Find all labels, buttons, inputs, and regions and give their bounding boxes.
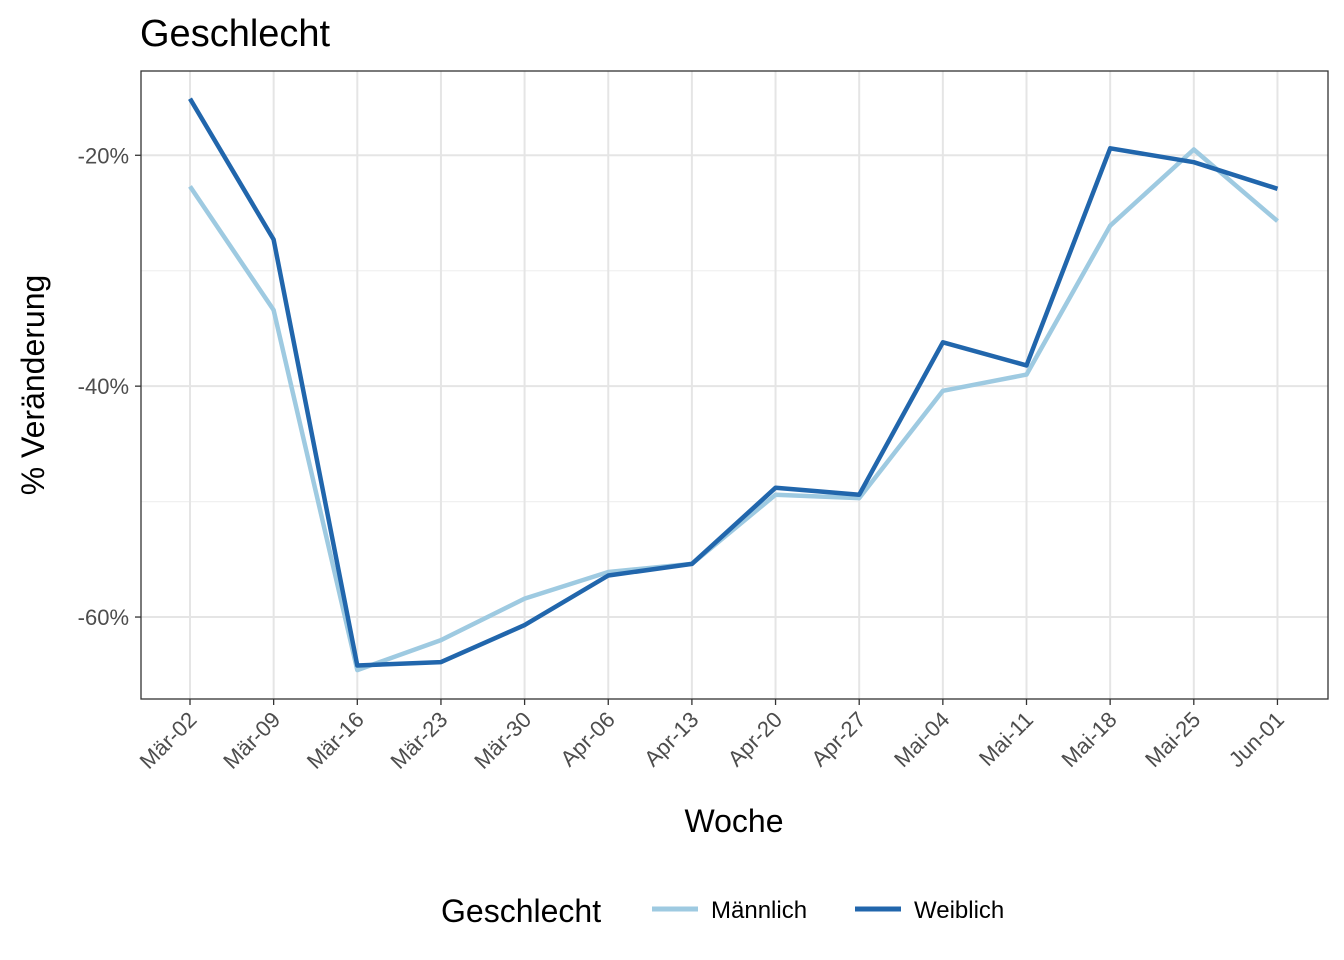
y-tick-label: -40% [78,374,129,399]
x-tick-label: Mär-09 [218,707,285,774]
y-tick-label: -20% [78,143,129,168]
legend-label-weiblich: Weiblich [914,897,1004,924]
x-axis: Mär-02 Mär-09 Mär-16 Mär-23 Mär-30 Apr-06 Apr-… [135,699,1289,774]
x-tick-label: Mai-18 [1056,707,1121,772]
x-tick-label: Mai-04 [889,707,954,772]
chart-title: Geschlecht [140,13,331,55]
x-tick-label: Apr-06 [555,707,619,771]
series-line-weiblich [188,97,1279,668]
legend-title: Geschlecht [441,893,601,929]
legend: Geschlecht Männlich Weiblich [441,893,1004,929]
series-line-maennlich [188,147,1279,673]
panel-border [140,70,1329,700]
x-tick-label: Apr-13 [639,707,703,771]
series-lines [188,97,1279,673]
x-tick-label: Apr-27 [806,707,870,771]
x-tick-label: Mär-30 [469,707,536,774]
x-tick-label: Mär-23 [386,707,453,774]
x-tick-label: Apr-20 [723,707,787,771]
x-tick-label: Mai-11 [974,707,1038,771]
legend-label-maennlich: Männlich [711,897,807,924]
x-tick-label: Jun-01 [1224,707,1289,772]
x-axis-title: Woche [684,803,783,839]
x-tick-label: Mai-25 [1140,707,1205,772]
grid [141,71,1328,699]
x-tick-label: Mär-02 [135,707,202,774]
y-axis: -20% -40% -60% [78,143,141,630]
y-tick-label: -60% [78,605,129,630]
y-axis-title: % Veränderung [15,275,51,496]
x-tick-label: Mär-16 [302,707,369,774]
